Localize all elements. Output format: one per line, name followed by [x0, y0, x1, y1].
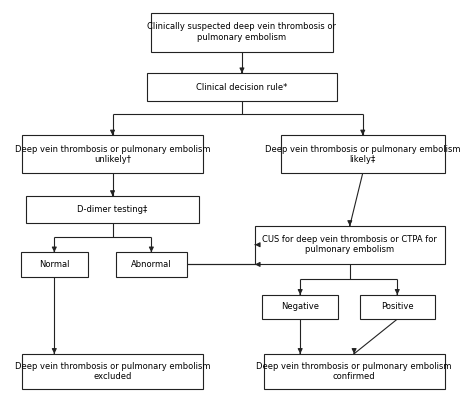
Text: Clinically suspected deep vein thrombosis or
pulmonary embolism: Clinically suspected deep vein thrombosi…	[147, 23, 337, 42]
Text: Deep vein thrombosis or pulmonary embolism
confirmed: Deep vein thrombosis or pulmonary emboli…	[256, 362, 452, 381]
Text: Deep vein thrombosis or pulmonary embolism
unlikely†: Deep vein thrombosis or pulmonary emboli…	[15, 145, 210, 164]
FancyBboxPatch shape	[359, 295, 435, 319]
FancyBboxPatch shape	[255, 226, 445, 263]
Text: Normal: Normal	[39, 260, 70, 269]
FancyBboxPatch shape	[151, 13, 333, 52]
FancyBboxPatch shape	[22, 135, 203, 173]
FancyBboxPatch shape	[22, 354, 203, 389]
Text: CUS for deep vein thrombosis or CTPA for
pulmonary embolism: CUS for deep vein thrombosis or CTPA for…	[263, 235, 437, 254]
FancyBboxPatch shape	[21, 252, 88, 276]
Text: Deep vein thrombosis or pulmonary embolism
excluded: Deep vein thrombosis or pulmonary emboli…	[15, 362, 210, 381]
FancyBboxPatch shape	[264, 354, 445, 389]
FancyBboxPatch shape	[281, 135, 445, 173]
FancyBboxPatch shape	[26, 196, 199, 223]
Text: D-dimer testing‡: D-dimer testing‡	[77, 205, 148, 214]
FancyBboxPatch shape	[147, 73, 337, 102]
Text: Deep vein thrombosis or pulmonary embolism
likely‡: Deep vein thrombosis or pulmonary emboli…	[265, 145, 461, 164]
Text: Clinical decision rule*: Clinical decision rule*	[196, 83, 288, 92]
Text: Positive: Positive	[381, 303, 414, 311]
FancyBboxPatch shape	[116, 252, 187, 276]
Text: Negative: Negative	[281, 303, 319, 311]
FancyBboxPatch shape	[263, 295, 338, 319]
Text: Abnormal: Abnormal	[131, 260, 172, 269]
